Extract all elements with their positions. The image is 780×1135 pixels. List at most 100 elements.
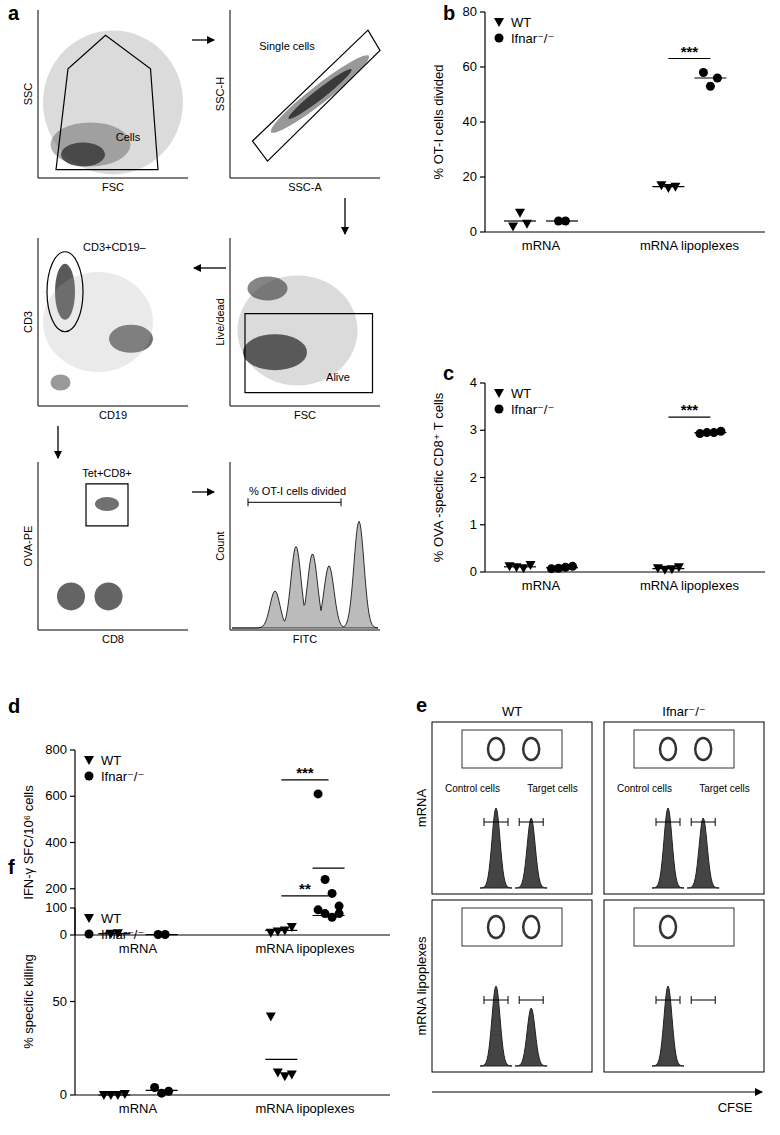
mean-line	[504, 566, 536, 567]
marks	[98, 789, 344, 939]
inset-frame	[462, 730, 562, 768]
peak-bracket	[519, 996, 543, 1004]
box-frame	[432, 722, 592, 894]
chart: c01234% OVA -specific CD8⁺ T cellsmRNAmR…	[431, 362, 765, 593]
legend-marker	[495, 34, 504, 43]
legend-marker	[85, 930, 94, 939]
axis-label: CD3	[22, 311, 34, 333]
significance-label: ***	[296, 764, 314, 781]
gate	[86, 484, 128, 526]
y-tick	[70, 1094, 75, 1095]
plot-axes	[38, 10, 188, 178]
inset-cluster	[660, 738, 676, 760]
y-tick-label: 2	[470, 470, 477, 485]
x-tick-label: mRNA	[522, 578, 561, 593]
point	[663, 184, 673, 193]
y-tick-label: 80	[463, 4, 477, 19]
point	[508, 223, 518, 232]
point	[314, 789, 323, 798]
x-axis	[485, 571, 765, 572]
inset-cluster	[523, 738, 539, 760]
control-peak	[480, 986, 512, 1066]
inset-cluster	[695, 738, 711, 760]
column-header: Ifnar⁻/⁻	[662, 704, 705, 719]
y-tick	[480, 524, 485, 525]
mean-line	[313, 915, 345, 916]
legend: WTIfnar⁻/⁻	[84, 911, 144, 942]
gate-label: Cells	[116, 131, 141, 143]
point	[266, 1012, 276, 1021]
y-tick	[480, 382, 485, 383]
mean-line	[652, 186, 684, 187]
inset-cluster	[660, 916, 676, 938]
box-frame	[604, 722, 764, 894]
y-tick-label: 40	[463, 114, 477, 129]
density-cloud	[95, 582, 123, 610]
box-frame	[432, 900, 592, 1072]
inset-frame	[634, 730, 734, 768]
legend-marker	[494, 389, 504, 398]
column-header: WT	[502, 704, 522, 719]
peak-bracket	[656, 818, 680, 826]
density-cloud	[43, 272, 153, 372]
plot-axes	[230, 462, 380, 630]
mean-line	[652, 568, 684, 569]
density-cloud	[57, 582, 85, 610]
point	[328, 889, 337, 898]
point	[321, 875, 330, 884]
y-tick-label: 400	[45, 835, 67, 850]
y-tick-label: 100	[45, 900, 67, 915]
y-tick-label: 600	[45, 788, 67, 803]
peak-bracket	[519, 818, 543, 826]
marks	[98, 905, 344, 1100]
y-tick	[70, 1001, 75, 1002]
legend-label: WT	[511, 15, 531, 30]
axis-label: Live/dead	[214, 298, 226, 346]
density-cloud	[61, 142, 105, 166]
y-tick-label: 0	[60, 1087, 67, 1102]
row-header: mRNA	[414, 789, 429, 828]
peak-label: Control cells	[617, 783, 672, 794]
mean-line	[313, 868, 345, 869]
plot-axes	[38, 462, 188, 630]
flow-plot: CD19CD3CD3+CD19–	[22, 238, 188, 421]
mean-line	[146, 1090, 178, 1091]
plot-axes	[230, 238, 380, 406]
legend-label: Ifnar⁻/⁻	[101, 769, 144, 784]
axis-arrow	[432, 1092, 762, 1093]
axis-label: CFSE	[718, 1100, 753, 1115]
legend-marker	[84, 756, 94, 765]
y-tick	[480, 66, 485, 67]
gate-bracket	[248, 498, 341, 506]
histogram-box: Control cellsTarget cells	[432, 722, 592, 894]
x-tick-label: mRNA	[119, 1101, 158, 1116]
mean-line	[546, 567, 578, 568]
control-peak	[652, 986, 684, 1066]
y-tick-label: 0	[470, 564, 477, 579]
mean-line	[265, 930, 297, 931]
point	[716, 427, 725, 436]
x-tick-label: mRNA lipoplexes	[255, 941, 354, 956]
axis-label: FITC	[293, 633, 317, 645]
gate-label: Alive	[326, 371, 350, 383]
histogram-box: Control cellsTarget cells	[604, 722, 764, 894]
density-cloud	[95, 497, 119, 511]
significance-label: **	[299, 880, 311, 897]
gate	[47, 252, 83, 332]
legend-label: Ifnar⁻/⁻	[101, 927, 144, 942]
y-tick-label: 0	[60, 927, 67, 942]
mean-line	[504, 220, 536, 221]
peak-bracket	[656, 996, 680, 1004]
significance-label: ***	[681, 401, 699, 418]
legend-label: WT	[101, 911, 121, 926]
x-axis	[485, 231, 765, 232]
y-tick	[70, 796, 75, 797]
plot-axes	[38, 238, 188, 406]
point	[667, 565, 677, 574]
y-tick	[480, 430, 485, 431]
x-axis	[75, 1094, 390, 1095]
peak-bracket	[484, 996, 508, 1004]
point	[674, 563, 684, 572]
y-tick	[70, 842, 75, 843]
histogram-shape	[232, 521, 378, 628]
